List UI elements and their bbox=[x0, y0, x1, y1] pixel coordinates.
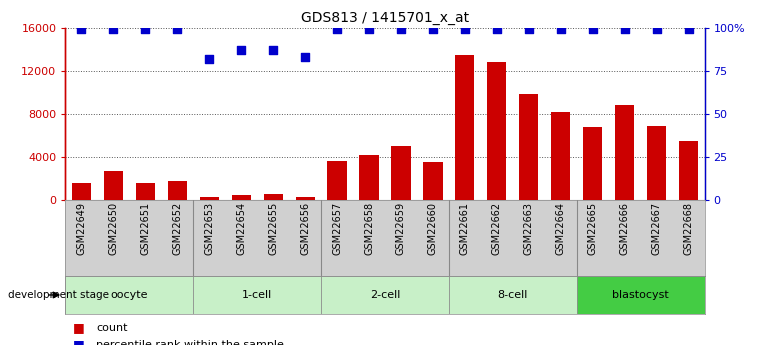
Text: GSM22651: GSM22651 bbox=[140, 201, 150, 255]
Text: GSM22659: GSM22659 bbox=[396, 201, 406, 255]
Text: GSM22666: GSM22666 bbox=[620, 201, 630, 255]
Bar bbox=[193, 276, 321, 314]
Point bbox=[203, 56, 216, 61]
Text: GSM22653: GSM22653 bbox=[204, 201, 214, 255]
Text: development stage: development stage bbox=[8, 290, 109, 300]
Point bbox=[395, 27, 407, 32]
Bar bbox=[327, 161, 346, 200]
Text: ■: ■ bbox=[73, 321, 85, 334]
Point bbox=[171, 27, 183, 32]
Bar bbox=[232, 195, 251, 200]
Text: GSM22649: GSM22649 bbox=[76, 201, 86, 255]
Text: GSM22656: GSM22656 bbox=[300, 201, 310, 255]
Text: oocyte: oocyte bbox=[111, 290, 148, 300]
Text: GSM22650: GSM22650 bbox=[109, 201, 119, 255]
Point bbox=[554, 27, 567, 32]
Bar bbox=[519, 95, 538, 200]
Bar bbox=[449, 276, 577, 314]
Text: GSM22660: GSM22660 bbox=[428, 201, 438, 255]
Point bbox=[459, 27, 471, 32]
Bar bbox=[583, 127, 602, 200]
Text: 8-cell: 8-cell bbox=[497, 290, 528, 300]
Point bbox=[139, 27, 152, 32]
Bar bbox=[487, 62, 507, 200]
Text: GSM22661: GSM22661 bbox=[460, 201, 470, 255]
Point bbox=[363, 27, 375, 32]
Point bbox=[651, 27, 663, 32]
Text: 1-cell: 1-cell bbox=[242, 290, 273, 300]
Text: GSM22663: GSM22663 bbox=[524, 201, 534, 255]
Bar bbox=[263, 194, 283, 200]
Bar bbox=[65, 276, 193, 314]
Text: blastocyst: blastocyst bbox=[612, 290, 669, 300]
Text: GSM22664: GSM22664 bbox=[556, 201, 566, 255]
Text: percentile rank within the sample: percentile rank within the sample bbox=[96, 340, 284, 345]
Text: GSM22652: GSM22652 bbox=[172, 201, 182, 255]
Bar bbox=[455, 55, 474, 200]
Bar bbox=[391, 146, 410, 200]
Point bbox=[331, 27, 343, 32]
Point bbox=[267, 47, 280, 53]
Bar bbox=[168, 181, 187, 200]
Point bbox=[235, 47, 247, 53]
Point bbox=[107, 27, 119, 32]
Bar bbox=[577, 276, 705, 314]
Point bbox=[490, 27, 503, 32]
Point bbox=[587, 27, 599, 32]
Point bbox=[618, 27, 631, 32]
Text: 2-cell: 2-cell bbox=[370, 290, 400, 300]
Text: GSM22655: GSM22655 bbox=[268, 201, 278, 255]
Point bbox=[523, 27, 535, 32]
Text: count: count bbox=[96, 323, 128, 333]
Text: GSM22657: GSM22657 bbox=[332, 201, 342, 255]
Bar bbox=[199, 197, 219, 200]
Text: GSM22667: GSM22667 bbox=[651, 201, 661, 255]
Bar bbox=[551, 112, 571, 200]
Text: GSM22658: GSM22658 bbox=[364, 201, 374, 255]
Bar bbox=[136, 183, 155, 200]
Point bbox=[427, 27, 439, 32]
Text: GSM22654: GSM22654 bbox=[236, 201, 246, 255]
Title: GDS813 / 1415701_x_at: GDS813 / 1415701_x_at bbox=[301, 11, 469, 25]
Bar bbox=[647, 126, 666, 200]
Point bbox=[299, 54, 311, 60]
Point bbox=[75, 27, 88, 32]
Bar bbox=[296, 197, 315, 200]
Text: GSM22662: GSM22662 bbox=[492, 201, 502, 255]
Bar bbox=[679, 141, 698, 200]
Text: GSM22665: GSM22665 bbox=[588, 201, 598, 255]
Bar bbox=[360, 155, 379, 200]
Bar bbox=[615, 105, 634, 200]
Text: GSM22668: GSM22668 bbox=[684, 201, 694, 255]
Bar bbox=[321, 276, 449, 314]
Bar bbox=[424, 162, 443, 200]
Bar bbox=[72, 183, 91, 200]
Text: ■: ■ bbox=[73, 338, 85, 345]
Bar bbox=[104, 171, 123, 200]
Point bbox=[682, 27, 695, 32]
